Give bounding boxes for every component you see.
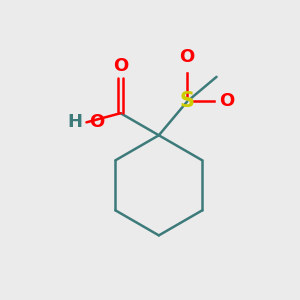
Text: H: H [67,113,82,131]
Text: O: O [180,48,195,66]
Text: O: O [89,113,104,131]
Text: S: S [180,92,195,111]
Text: O: O [113,57,128,75]
Text: O: O [220,92,235,110]
